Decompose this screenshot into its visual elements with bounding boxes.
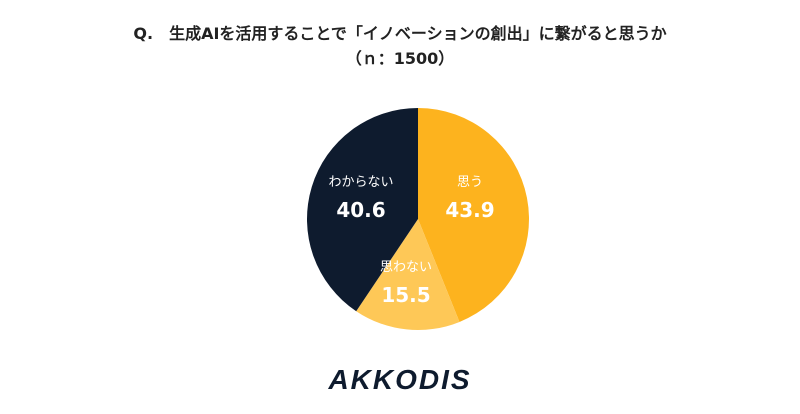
chart-title: Q. 生成AIを活用することで「イノベーションの創出」に繋がると思うか	[133, 24, 667, 43]
slice-value: 43.9	[445, 198, 494, 222]
slice-label: 思う	[457, 175, 483, 190]
slice-label: 思わない	[380, 260, 432, 275]
akkodis-logo-mark: AKKODIS	[327, 364, 471, 395]
akkodis-logo: AKKODIS	[0, 364, 800, 400]
pie-slice	[307, 108, 418, 312]
pie-slice	[418, 108, 529, 322]
slice-value: 15.5	[381, 283, 430, 307]
pie-slice	[356, 219, 460, 330]
slice-label: わからない	[328, 175, 393, 190]
logo-text: AKKODIS	[327, 364, 471, 395]
chart-subtitle: （ｎ：1500）	[345, 49, 455, 68]
slice-value: 40.6	[336, 198, 385, 222]
